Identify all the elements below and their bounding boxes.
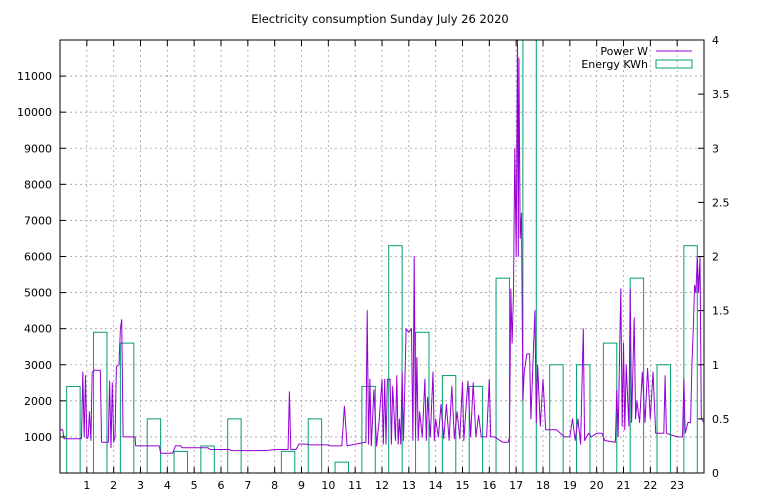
legend-swatch-energy [655,59,693,69]
x-tick-label-2: 2 [110,479,117,492]
y-tick-label-7000: 7000 [24,214,52,227]
y-tick-label-2000: 2000 [24,395,52,408]
x-tick-label-21: 21 [617,479,631,492]
y2-tick-label-1.5: 1.5 [712,305,730,318]
y2-tick-label-0: 0 [712,467,719,480]
y-tick-label-3000: 3000 [24,359,52,372]
legend: Power W Energy KWh [581,45,693,71]
x-tick-label-8: 8 [271,479,278,492]
y-axis-labels: 1000 2000 3000 4000 5000 6000 7000 8000 9000 1000… [17,70,52,444]
x-tick-label-22: 22 [643,479,657,492]
y2-axis-labels: 0 0.5 1 1.5 2 2.5 3 3.5 4 [712,34,730,480]
x-tick-label-10: 10 [321,479,335,492]
x-tick-label-19: 19 [563,479,577,492]
power-line-path [60,39,705,454]
y-tick-label-6000: 6000 [24,251,52,264]
y-tick-label-10000: 10000 [17,106,52,119]
energy-bar-6 [227,418,242,474]
x-tick-label-18: 18 [536,479,550,492]
chart-title: Electricity consumption Sunday July 26 2… [251,12,508,26]
y-tick-label-11000: 11000 [17,70,52,83]
energy-bar-20 [602,342,618,474]
y2-tick-label-1: 1 [712,359,719,372]
legend-label-power: Power W [600,45,648,58]
x-tick-label-6: 6 [218,479,225,492]
energy-bar-18 [549,364,564,474]
energy-bar-17 [522,39,537,474]
x-tick-label-9: 9 [298,479,305,492]
energy-bar-23 [683,245,698,474]
energy-bar-4 [173,450,188,474]
x-tick-label-17: 17 [509,479,523,492]
energy-bar-1 [93,331,108,474]
energy-bar-10 [334,461,349,474]
y-tick-label-5000: 5000 [24,287,52,300]
y-tick-label-4000: 4000 [24,323,52,336]
legend-label-energy: Energy KWh [581,58,648,71]
x-tick-label-3: 3 [137,479,144,492]
x-tick-label-5: 5 [191,479,198,492]
x-tick-label-15: 15 [456,479,470,492]
x-tick-label-20: 20 [590,479,604,492]
y2-tick-label-2: 2 [712,251,719,264]
x-tick-label-4: 4 [164,479,171,492]
x-axis-labels: 1 2 3 4 5 6 7 8 9 10 11 12 13 14 15 16 17 18 19 20 21 22 23 [83,479,684,492]
grid-lines [60,40,704,473]
y-tick-label-8000: 8000 [24,178,52,191]
x-tick-label-16: 16 [482,479,496,492]
x-tick-label-12: 12 [375,479,389,492]
y2-tick-label-0.5: 0.5 [712,413,730,426]
y-tick-label-1000: 1000 [24,431,52,444]
energy-bar-19 [576,364,591,474]
x-tick-label-13: 13 [402,479,416,492]
x-tick-label-23: 23 [670,479,684,492]
energy-bar-9 [307,418,323,474]
x-tick-label-11: 11 [348,479,362,492]
energy-bar-16 [495,277,510,474]
y-tick-label-9000: 9000 [24,142,52,155]
x-tick-label-14: 14 [429,479,443,492]
y2-tick-label-2.5: 2.5 [712,196,730,209]
power-line [60,39,705,454]
y2-tick-label-3.5: 3.5 [712,88,730,101]
x-tick-label-1: 1 [83,479,90,492]
y2-tick-label-3: 3 [712,142,719,155]
energy-bar-8 [280,450,296,474]
axis-ticks [60,39,704,474]
energy-bar-0 [66,385,81,474]
y2-tick-label-4: 4 [712,34,719,47]
x-tick-label-7: 7 [244,479,251,492]
